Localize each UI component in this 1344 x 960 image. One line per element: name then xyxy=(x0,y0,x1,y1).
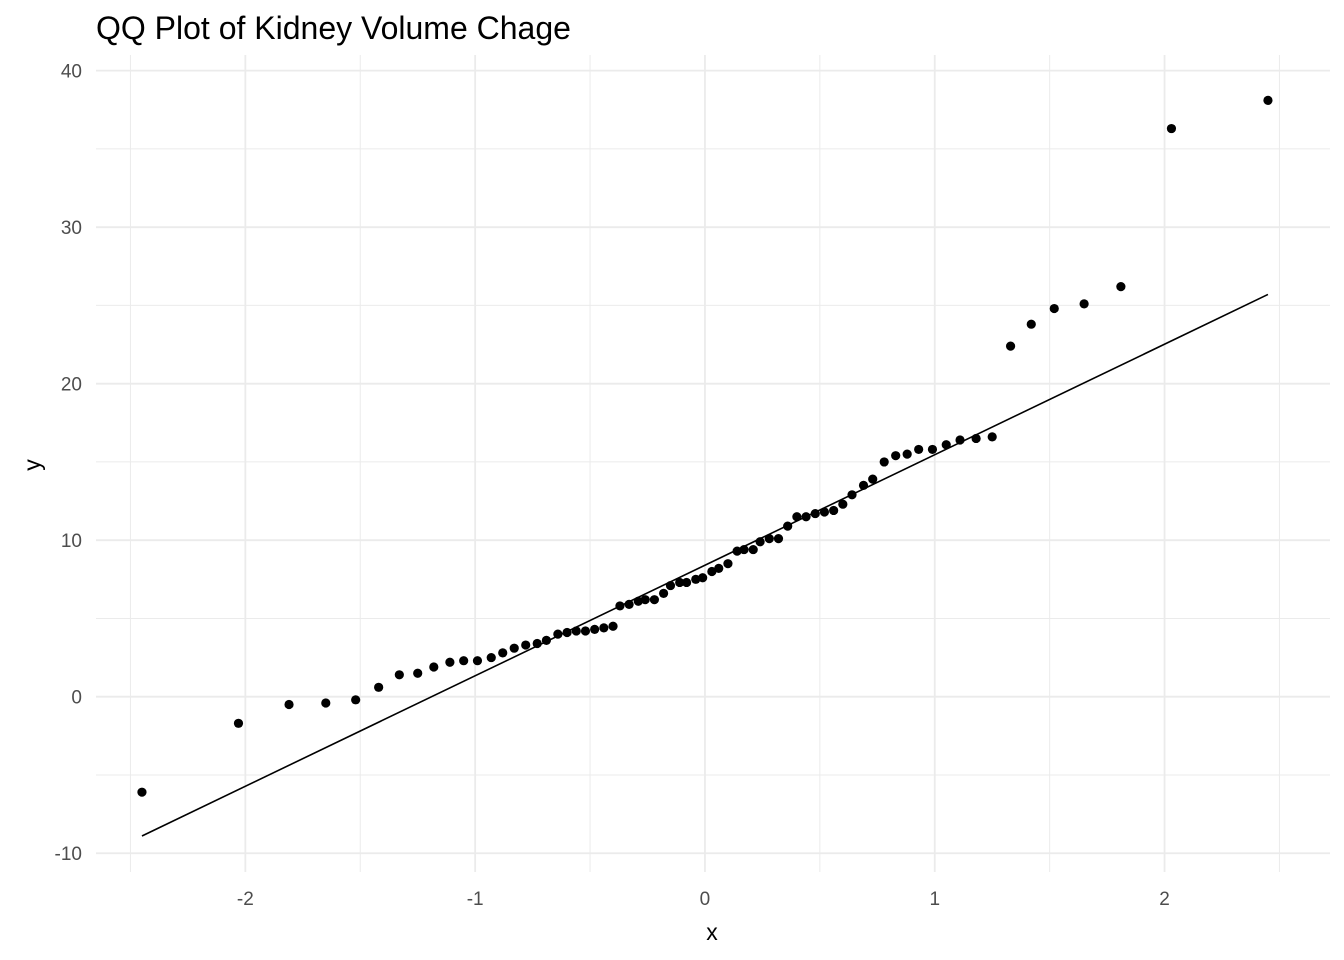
x-tick-label: -1 xyxy=(467,889,484,910)
x-tick-label: 1 xyxy=(929,889,940,910)
data-point xyxy=(955,435,965,445)
data-point xyxy=(783,521,793,531)
data-point xyxy=(698,573,708,583)
data-point xyxy=(1005,341,1016,351)
data-point xyxy=(707,566,717,577)
data-point xyxy=(486,652,496,663)
data-point xyxy=(847,490,857,500)
data-point xyxy=(321,698,331,708)
reference-line xyxy=(141,293,1269,837)
data-point xyxy=(773,534,784,544)
data-point xyxy=(732,546,742,556)
x-tick-label: 2 xyxy=(1159,889,1170,910)
y-tick-labels: -10 0 10 20 30 40 xyxy=(55,62,82,866)
y-tick-label: 0 xyxy=(71,688,82,709)
data-point xyxy=(914,444,924,455)
data-point xyxy=(879,457,889,467)
data-point xyxy=(351,695,361,705)
data-point xyxy=(868,474,878,484)
data-point xyxy=(810,508,820,519)
x-tick-label: 0 xyxy=(700,889,711,910)
data-point xyxy=(723,559,733,569)
data-point xyxy=(1116,282,1126,292)
data-point xyxy=(792,512,802,522)
grid-major xyxy=(96,55,1330,872)
data-point xyxy=(755,537,765,547)
data-point xyxy=(658,588,669,599)
data-point xyxy=(801,512,811,522)
y-tick-label: 30 xyxy=(61,218,82,239)
x-tick-labels: -2 -1 0 1 2 xyxy=(237,889,1170,910)
data-point xyxy=(521,640,531,650)
data-point xyxy=(858,480,869,491)
data-point xyxy=(838,499,848,509)
data-point xyxy=(580,626,591,636)
x-tick-label: -2 xyxy=(237,889,254,910)
data-point xyxy=(624,599,634,609)
x-axis-title: x xyxy=(706,919,718,945)
data-point xyxy=(553,629,563,639)
data-point xyxy=(819,507,830,517)
data-point xyxy=(429,662,439,672)
data-point xyxy=(608,621,618,631)
chart-title: QQ Plot of Kidney Volume Chage xyxy=(96,10,571,46)
y-tick-label: 20 xyxy=(61,375,82,396)
reference-line-layer xyxy=(141,293,1269,837)
data-point xyxy=(590,624,600,635)
y-tick-label: 40 xyxy=(61,62,82,83)
data-point xyxy=(472,656,483,666)
data-point xyxy=(691,574,701,584)
y-tick-label: 10 xyxy=(61,531,82,552)
data-point xyxy=(681,577,692,588)
data-point xyxy=(1026,319,1036,329)
data-point xyxy=(829,505,839,516)
data-point xyxy=(284,699,294,710)
data-point xyxy=(374,682,384,692)
data-point xyxy=(233,718,244,728)
data-point xyxy=(739,544,749,555)
data-point xyxy=(498,648,508,658)
data-point xyxy=(649,595,660,605)
data-point xyxy=(532,638,542,649)
data-point xyxy=(1263,95,1273,105)
data-point xyxy=(941,440,951,450)
data-point xyxy=(1049,303,1059,314)
data-point xyxy=(665,580,676,591)
data-point xyxy=(927,444,938,455)
data-point xyxy=(541,635,551,645)
data-point xyxy=(902,449,912,459)
data-point xyxy=(615,601,625,611)
grid-minor xyxy=(96,55,1330,872)
data-point xyxy=(748,544,758,555)
y-tick-label: -10 xyxy=(55,844,82,865)
data-point xyxy=(640,595,650,605)
data-point xyxy=(1079,299,1089,309)
data-point xyxy=(599,623,609,633)
data-point xyxy=(1166,123,1177,134)
data-point xyxy=(633,596,643,606)
data-point xyxy=(137,787,147,797)
data-point xyxy=(509,643,519,653)
data-point xyxy=(764,534,774,544)
data-point xyxy=(971,433,981,444)
data-point xyxy=(675,577,685,588)
data-point xyxy=(571,626,581,636)
data-point xyxy=(394,670,404,680)
data-point xyxy=(413,668,423,678)
points-layer xyxy=(137,95,1273,797)
data-point xyxy=(891,451,901,461)
y-axis-title: y xyxy=(19,459,45,471)
data-point xyxy=(445,657,455,667)
data-point xyxy=(459,656,469,666)
data-point xyxy=(987,432,997,442)
data-point xyxy=(562,627,572,638)
data-point xyxy=(714,563,724,573)
